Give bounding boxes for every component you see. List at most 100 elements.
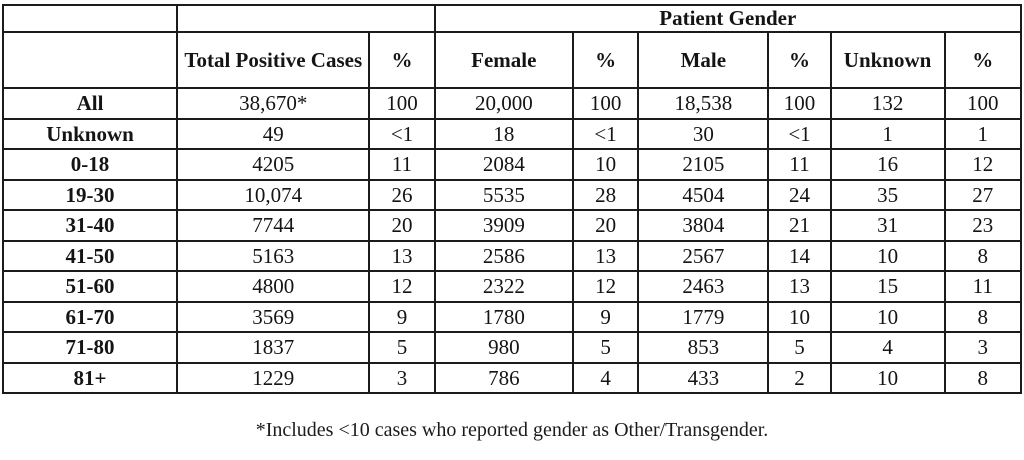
column-header-female: Female [433,31,575,89]
table-row: All 38,670* 100 20,000 100 18,538 100 132 100 [1,87,1023,120]
row-label: All [1,87,179,120]
column-header-row: Total Positive Cases % Female % Male % U… [1,31,1023,89]
cell-value: 100 [943,87,1023,120]
cell-value: 13 [572,239,640,272]
cell-value: <1 [572,117,640,150]
cell-value: 20 [572,209,640,242]
patient-gender-table: Patient Gender Total Positive Cases % Fe… [1,4,1023,394]
row-label: 81+ [1,361,179,394]
cell-value: 10,074 [176,178,371,211]
cell-value: 100 [767,87,832,120]
column-header-total-percent: % [368,31,436,89]
cell-value: 30 [637,117,770,150]
cell-value: 10 [829,361,946,394]
column-header-male-percent: % [767,31,832,89]
cell-value: 38,670* [176,87,371,120]
row-label: 0-18 [1,148,179,181]
cell-value: 16 [829,148,946,181]
cell-value: 28 [572,178,640,211]
cell-value: 13 [368,239,436,272]
column-header-female-percent: % [572,31,640,89]
cell-value: 4 [572,361,640,394]
cell-value: 4800 [176,270,371,303]
row-label: 51-60 [1,270,179,303]
cell-value: 18 [433,117,575,150]
cell-value: 5 [767,331,832,364]
cell-value: 26 [368,178,436,211]
cell-value: 786 [433,361,575,394]
cell-value: 10 [572,148,640,181]
cell-value: 12 [943,148,1023,181]
cell-value: 2463 [637,270,770,303]
cell-value: 13 [767,270,832,303]
cell-value: 1 [943,117,1023,150]
cell-value: 10 [767,300,832,333]
cell-value: 31 [829,209,946,242]
column-header-unknown: Unknown [829,31,946,89]
table-row: 0-18 4205 11 2084 10 2105 11 16 12 [1,148,1023,181]
cell-value: 2105 [637,148,770,181]
cell-value: 8 [943,361,1023,394]
cell-value: 8 [943,300,1023,333]
table-row: 41-50 5163 13 2586 13 2567 14 10 8 [1,239,1023,272]
row-label: 19-30 [1,178,179,211]
column-header-unknown-percent: % [943,31,1023,89]
cell-value: 1780 [433,300,575,333]
cell-value: 49 [176,117,371,150]
cell-value: 2567 [637,239,770,272]
column-header-male: Male [637,31,770,89]
table-row: 81+ 1229 3 786 4 433 2 10 8 [1,361,1023,394]
cell-value: 7744 [176,209,371,242]
table-row: 61-70 3569 9 1780 9 1779 10 10 8 [1,300,1023,333]
table-row: 51-60 4800 12 2322 12 2463 13 15 11 [1,270,1023,303]
cell-value: 433 [637,361,770,394]
cell-value: 11 [368,148,436,181]
row-label: Unknown [1,117,179,150]
row-label: 71-80 [1,331,179,364]
cell-value: 11 [767,148,832,181]
table-row: 19-30 10,074 26 5535 28 4504 24 35 27 [1,178,1023,211]
cell-value: 3909 [433,209,575,242]
cell-value: 3804 [637,209,770,242]
cell-value: 10 [829,239,946,272]
cell-value: 4 [829,331,946,364]
gender-span-header-row: Patient Gender [1,4,1023,33]
cell-value: 5163 [176,239,371,272]
cell-value: 2084 [433,148,575,181]
cell-value: <1 [767,117,832,150]
cell-value: 27 [943,178,1023,211]
cell-value: 132 [829,87,946,120]
cell-value: 15 [829,270,946,303]
cell-value: 23 [943,209,1023,242]
cell-value: 35 [829,178,946,211]
cell-value: 24 [767,178,832,211]
cell-value: 3569 [176,300,371,333]
corner-empty-cell [1,4,179,33]
table-body: All 38,670* 100 20,000 100 18,538 100 132 100 Unk… [1,87,1023,394]
cell-value: 8 [943,239,1023,272]
cell-value: 1779 [637,300,770,333]
cell-value: 20,000 [433,87,575,120]
row-label: 41-50 [1,239,179,272]
cell-value: 2322 [433,270,575,303]
cell-value: 14 [767,239,832,272]
cell-value: 100 [572,87,640,120]
cell-value: 20 [368,209,436,242]
cell-value: 9 [368,300,436,333]
table-row: Unknown 49 <1 18 <1 30 <1 1 1 [1,117,1023,150]
cell-value: 1837 [176,331,371,364]
cell-value: 4205 [176,148,371,181]
cell-value: 2 [767,361,832,394]
cell-value: 12 [572,270,640,303]
cell-value: 980 [433,331,575,364]
cell-value: 11 [943,270,1023,303]
footnote: *Includes <10 cases who reported gender … [255,419,769,441]
cell-value: 21 [767,209,832,242]
cell-value: 1 [829,117,946,150]
cell-value: 100 [368,87,436,120]
column-header-empty [1,31,179,89]
patient-gender-header: Patient Gender [433,4,1023,33]
cell-value: 3 [943,331,1023,364]
cell-value: 5 [368,331,436,364]
